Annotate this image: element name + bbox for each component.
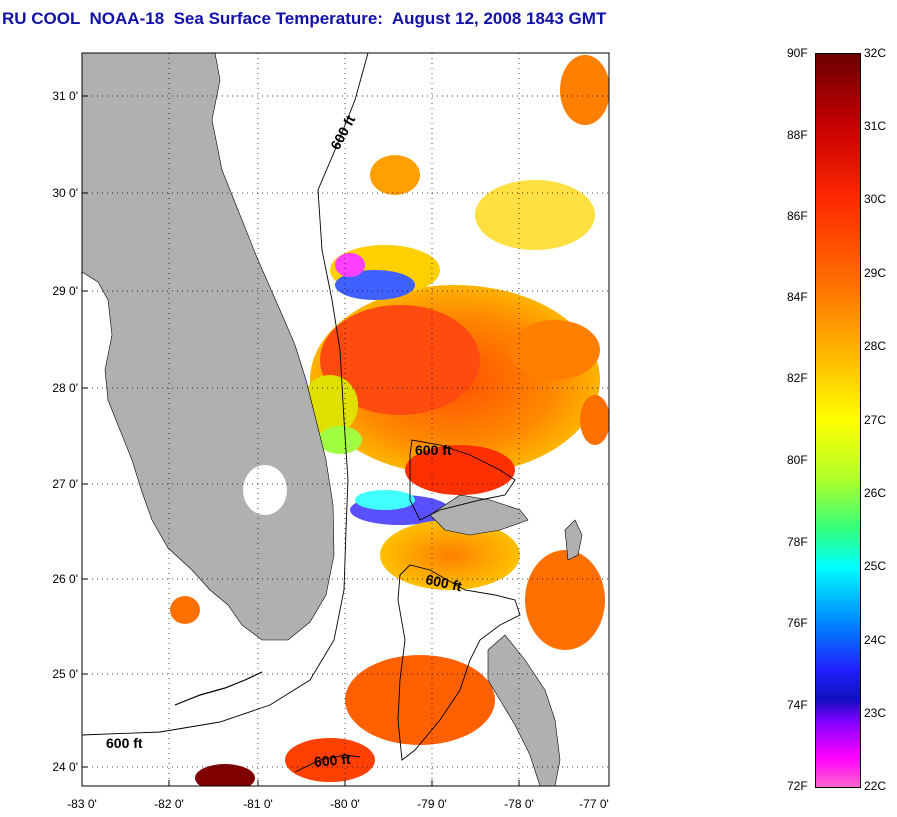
sst-patch-north-magenta xyxy=(335,253,365,277)
colorbar-c-label: 25C xyxy=(864,559,887,573)
colorbar-f-label: 76F xyxy=(787,616,808,630)
sst-patch-keys-east xyxy=(345,655,495,745)
lon-label: -82 0' xyxy=(154,797,184,811)
lon-label: -79 0' xyxy=(417,797,447,811)
sst-patch-hot-core xyxy=(320,305,480,415)
sst-patch-cyan xyxy=(355,490,415,510)
sst-patch-south xyxy=(380,520,520,590)
axis-ticks xyxy=(82,95,520,786)
longitude-labels: -83 0' -82 0' -81 0' -80 0' -79 0' -78 0… xyxy=(67,797,609,811)
florida-keys xyxy=(174,671,263,706)
colorbar-c-label: 28C xyxy=(864,339,887,353)
colorbar-c-label: 24C xyxy=(864,633,887,647)
sst-patch-east-edge xyxy=(580,395,609,445)
contour-label: 600 ft xyxy=(327,112,358,152)
sst-patch-top-right xyxy=(560,55,609,125)
lon-label: -83 0' xyxy=(67,797,97,811)
lon-label: -77 0' xyxy=(579,797,609,811)
colorbar-c-label: 26C xyxy=(864,486,887,500)
andros-land xyxy=(487,634,561,786)
sst-patch-darkred xyxy=(195,764,255,786)
sst-patch-coastal-green xyxy=(318,426,362,454)
colorbar-f-label: 84F xyxy=(787,290,808,304)
colorbar-f-label: 88F xyxy=(787,128,808,142)
sst-patch-gulf xyxy=(170,596,200,624)
sst-patch-north xyxy=(370,155,420,195)
colorbar-f-label: 90F xyxy=(787,46,808,60)
sst-patch-southeast xyxy=(525,550,605,650)
lon-label: -80 0' xyxy=(330,797,360,811)
graticule xyxy=(82,53,609,786)
temperature-colorbar xyxy=(815,53,861,788)
florida-land xyxy=(82,53,335,641)
lake-okeechobee xyxy=(243,465,287,515)
colorbar-f-label: 82F xyxy=(787,371,808,385)
colorbar-c-label: 31C xyxy=(864,119,887,133)
colorbar-f-label: 78F xyxy=(787,535,808,549)
colorbar-c-label: 27C xyxy=(864,413,887,427)
colorbar-f-label: 86F xyxy=(787,209,808,223)
contour-label: 600 ft xyxy=(106,735,143,751)
lat-label: 26 0' xyxy=(52,572,78,586)
lat-label: 31 0' xyxy=(52,89,78,103)
colorbar-c-label: 23C xyxy=(864,706,887,720)
lat-label: 30 0' xyxy=(52,186,78,200)
lon-label: -81 0' xyxy=(243,797,273,811)
colorbar-f-label: 74F xyxy=(787,698,808,712)
sst-patch-bottom xyxy=(285,738,375,782)
contour-labels: 600 ft 600 ft 600 ft 600 ft 600 ft xyxy=(106,112,464,770)
latitude-labels: 31 0' 30 0' 29 0' 28 0' 27 0' 26 0' 25 0… xyxy=(52,89,78,774)
contour-label: 600 ft xyxy=(313,751,351,770)
sst-patch-northeast xyxy=(475,180,595,250)
lat-label: 29 0' xyxy=(52,284,78,298)
contour-label: 600 ft xyxy=(415,442,452,458)
colorbar-f-label: 72F xyxy=(787,779,808,793)
isobath-600ft xyxy=(82,53,521,773)
map-title: RU COOL NOAA-18 Sea Surface Temperature:… xyxy=(2,9,607,28)
lat-label: 28 0' xyxy=(52,381,78,395)
sst-patch-warm-east xyxy=(405,445,515,495)
sst-patch-north-blue xyxy=(335,270,415,300)
lat-label: 24 0' xyxy=(52,760,78,774)
lat-label: 27 0' xyxy=(52,477,78,491)
contour-label: 600 ft xyxy=(424,571,463,594)
grand-bahama-land xyxy=(429,494,529,536)
lon-label: -78 0' xyxy=(504,797,534,811)
colorbar-c-label: 22C xyxy=(864,779,887,793)
colorbar-c-label: 30C xyxy=(864,192,887,206)
colorbar-c-label: 32C xyxy=(864,46,887,60)
abaco-land xyxy=(564,519,583,561)
sst-patch-east xyxy=(510,320,600,380)
colorbar-c-label: 29C xyxy=(864,266,887,280)
lat-label: 25 0' xyxy=(52,667,78,681)
colorbar-f-label: 80F xyxy=(787,453,808,467)
